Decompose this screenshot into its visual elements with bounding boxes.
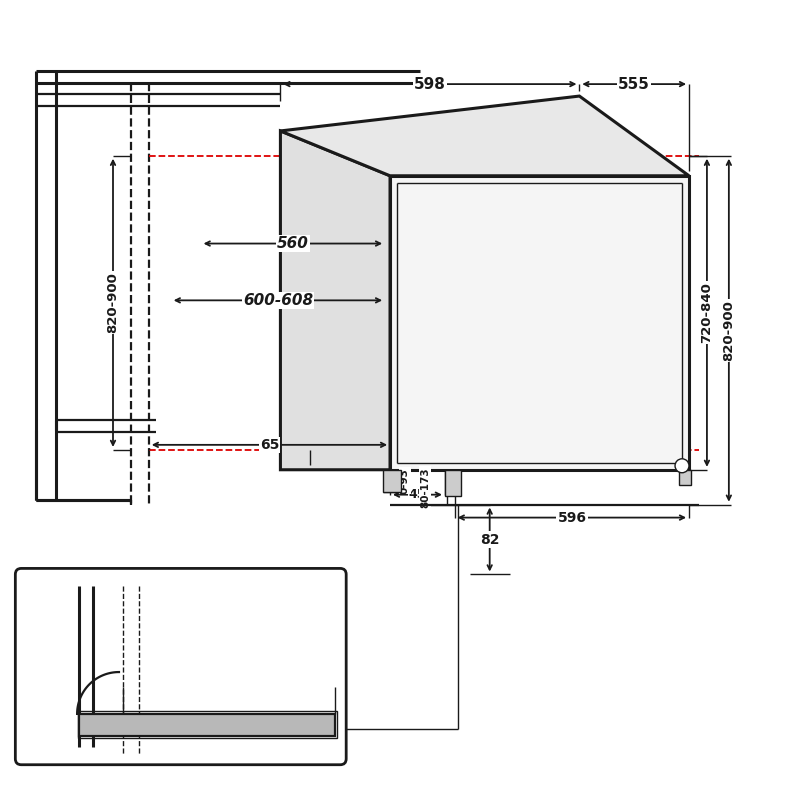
Text: 65: 65 (260, 438, 279, 452)
Text: 82: 82 (480, 533, 499, 546)
Text: 80-173: 80-173 (420, 467, 430, 507)
Text: 560: 560 (277, 236, 309, 251)
Bar (445, 470, 461, 496)
Polygon shape (281, 96, 689, 176)
Text: 820-900: 820-900 (106, 273, 119, 334)
Bar (79, 714, 335, 736)
Polygon shape (281, 131, 390, 470)
Text: 45: 45 (409, 488, 426, 501)
Text: 596: 596 (558, 510, 586, 525)
Bar (383, 470, 401, 492)
Text: 0-93: 0-93 (400, 468, 410, 494)
Circle shape (675, 458, 689, 473)
Text: 600-608: 600-608 (243, 293, 313, 308)
Bar (679, 470, 691, 485)
Bar (78, 711, 338, 738)
Text: 555: 555 (618, 77, 650, 92)
Polygon shape (281, 131, 390, 470)
Text: 710: 710 (212, 678, 246, 696)
Text: 598: 598 (414, 77, 446, 92)
Text: 820-900: 820-900 (722, 300, 735, 361)
Text: 720-840: 720-840 (701, 282, 714, 343)
Polygon shape (390, 176, 689, 470)
FancyBboxPatch shape (15, 569, 346, 765)
